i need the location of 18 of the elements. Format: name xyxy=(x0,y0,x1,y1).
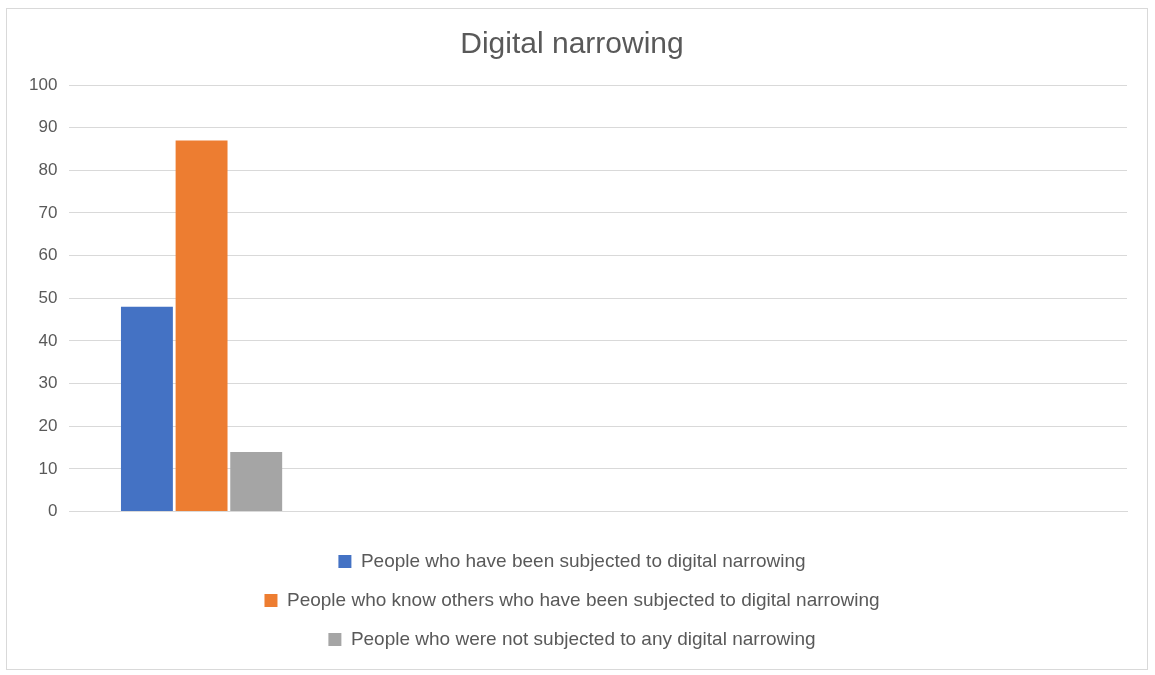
bar xyxy=(230,451,283,512)
y-tick-label: 90 xyxy=(38,117,58,137)
bar xyxy=(120,306,173,512)
legend-label: People who were not subjected to any digital narrowing xyxy=(350,627,816,649)
bar xyxy=(175,140,228,512)
chart-title: Digital narrowing xyxy=(460,26,684,60)
y-tick-label: 10 xyxy=(38,458,58,478)
y-tick-label: 70 xyxy=(38,202,58,222)
y-tick-label: 100 xyxy=(28,74,58,94)
y-tick-label: 60 xyxy=(38,245,58,265)
y-tick-label: 20 xyxy=(38,415,58,435)
legend-label: People who have been subjected to digital narrowing xyxy=(360,549,806,571)
y-tick-label: 50 xyxy=(38,287,58,307)
legend-label: People who know others who have been subjected to digital narrowing xyxy=(286,588,880,610)
y-tick-label: 80 xyxy=(38,160,58,180)
y-tick-label: 0 xyxy=(47,501,58,521)
y-tick-label: 40 xyxy=(38,330,58,350)
y-tick-label: 30 xyxy=(38,373,58,393)
